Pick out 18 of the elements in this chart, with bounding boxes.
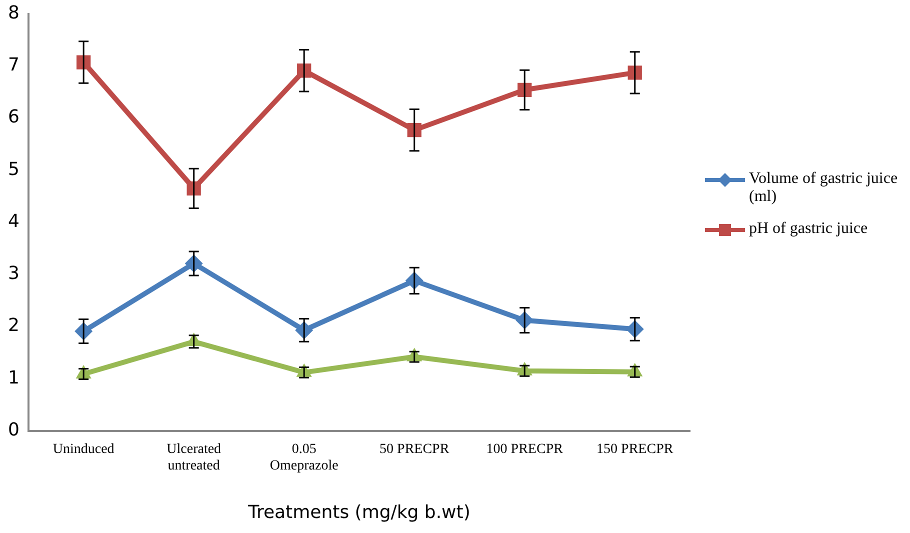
x-axis-title: Treatments (mg/kg b.wt) bbox=[247, 502, 470, 523]
y-tick-label: 0 bbox=[8, 419, 20, 440]
y-tick-label: 2 bbox=[8, 315, 20, 336]
y-tick-label: 4 bbox=[8, 210, 20, 232]
y-tick-label: 3 bbox=[8, 263, 20, 284]
y-tick-label: 1 bbox=[8, 367, 20, 388]
y-tick-label: 6 bbox=[8, 106, 20, 128]
x-tick-label: Ulcerated untreated bbox=[166, 442, 222, 474]
y-tick-label: 5 bbox=[8, 158, 20, 180]
x-tick-label: 150 PRECPR bbox=[596, 442, 674, 457]
x-tick-label: 50 PRECPR bbox=[380, 442, 450, 457]
x-tick-label: 0.05 Omeprazole bbox=[270, 442, 338, 474]
y-tick-label: 7 bbox=[8, 54, 20, 76]
x-tick-label: 100 PRECPR bbox=[486, 442, 564, 457]
x-tick-label: Uninduced bbox=[52, 442, 114, 457]
y-tick-label: 8 bbox=[8, 2, 20, 24]
legend-label: pH of gastric juice bbox=[749, 220, 868, 238]
legend-label: Volume of gastric juice (ml) bbox=[749, 170, 899, 206]
